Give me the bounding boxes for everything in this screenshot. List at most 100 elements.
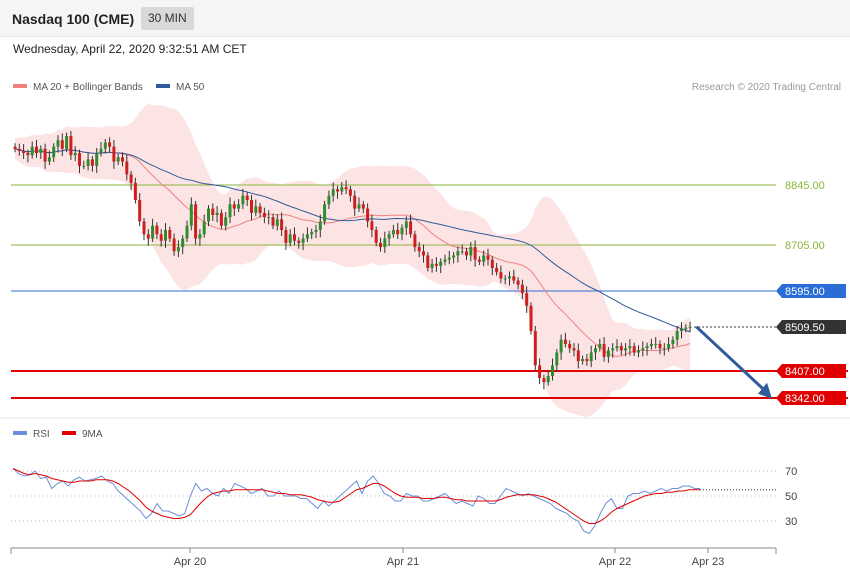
candle-body — [546, 375, 550, 383]
candle-body — [336, 189, 339, 192]
level-value: 8595.00 — [785, 286, 825, 298]
rsi-ma-line — [12, 468, 700, 524]
candle-body — [422, 251, 425, 256]
candle-body — [503, 278, 507, 280]
instrument-title: Nasdaq 100 (CME) — [12, 11, 135, 27]
candle-body — [619, 346, 623, 351]
candle-body — [477, 259, 481, 262]
candle-body — [103, 142, 107, 149]
legend-label: 9MA — [82, 429, 103, 440]
candle-body — [589, 352, 593, 362]
ma20-line — [14, 148, 691, 358]
candle-body — [671, 339, 675, 344]
candle-body — [224, 217, 228, 226]
candle-body — [602, 343, 606, 357]
candle-body — [460, 251, 464, 253]
candle-body — [112, 146, 116, 162]
candle-body — [254, 206, 258, 213]
candle-body — [353, 195, 357, 209]
candle-body — [181, 238, 185, 248]
candle-body — [293, 234, 296, 241]
candle-body — [99, 148, 103, 154]
level-value: 8845.00 — [785, 180, 825, 192]
candle-body — [185, 225, 189, 239]
candle-body — [624, 348, 628, 351]
level-tag — [776, 364, 846, 378]
candle-body — [370, 221, 374, 230]
candle-body — [387, 234, 391, 239]
candle-body — [116, 157, 120, 162]
candle-body — [508, 276, 511, 279]
legend-swatch — [62, 431, 76, 435]
level-value: 8342.00 — [785, 393, 825, 405]
candle-body — [516, 280, 520, 285]
candle-body — [215, 212, 219, 215]
candle-body — [357, 204, 361, 209]
candle-body — [520, 284, 524, 294]
candle-body — [138, 200, 142, 222]
candle-body — [637, 350, 640, 353]
candle-body — [176, 247, 180, 252]
candle-body — [452, 255, 456, 258]
credit-text: Research © 2020 Trading Central — [692, 82, 841, 93]
candle-body — [198, 234, 202, 239]
candle-body — [551, 365, 554, 376]
candle-body — [318, 221, 322, 230]
candle-body — [348, 189, 352, 196]
timeframe-button[interactable]: 30 MIN — [141, 7, 194, 30]
candle-body — [121, 157, 124, 162]
candle-body — [374, 230, 378, 243]
level-value: 8705.00 — [785, 240, 825, 252]
candle-body — [17, 148, 21, 151]
candle-body — [542, 378, 546, 383]
candle-body — [361, 204, 365, 209]
candle-body — [22, 150, 26, 154]
candle-body — [275, 219, 279, 226]
candle-body — [202, 221, 206, 235]
candle-body — [559, 339, 563, 353]
bollinger-band — [15, 103, 691, 418]
candle-body — [409, 221, 413, 235]
legend-label: MA 50 — [176, 82, 205, 93]
level-tag — [776, 320, 846, 334]
candle-body — [426, 255, 430, 268]
candle-body — [271, 217, 275, 226]
candle-body — [379, 242, 382, 248]
candle-body — [142, 221, 146, 235]
x-tick-label: Apr 22 — [599, 556, 631, 568]
candle-body — [60, 140, 64, 149]
candle-body — [314, 230, 318, 233]
level-value: 8407.00 — [785, 366, 825, 378]
candle-body — [241, 195, 245, 205]
candle-body — [439, 261, 443, 266]
candle-body — [465, 251, 468, 256]
candle-body — [495, 268, 499, 273]
candle-body — [447, 257, 451, 260]
x-tick-label: Apr 23 — [692, 556, 724, 568]
candle-body — [30, 146, 34, 156]
candle-body — [366, 208, 370, 222]
candle-body — [658, 343, 662, 349]
candle-body — [434, 263, 438, 266]
forecast-arrow — [695, 325, 766, 391]
candle-body — [606, 350, 610, 357]
candle-body — [267, 217, 271, 219]
candle-body — [125, 161, 129, 175]
candle-body — [297, 240, 301, 243]
candle-body — [538, 365, 542, 379]
candle-body — [482, 255, 486, 262]
candle-body — [86, 159, 90, 166]
legend-swatch — [156, 84, 170, 88]
candle-body — [456, 251, 460, 256]
candle-body — [164, 230, 167, 241]
candle-body — [413, 234, 417, 248]
candle-body — [654, 343, 658, 345]
candle-body — [78, 153, 81, 166]
candle-body — [194, 204, 198, 239]
candle-body — [581, 358, 585, 362]
candle-body — [473, 247, 477, 260]
candle-body — [168, 230, 172, 239]
candle-body — [95, 153, 99, 166]
candle-body — [47, 157, 51, 162]
